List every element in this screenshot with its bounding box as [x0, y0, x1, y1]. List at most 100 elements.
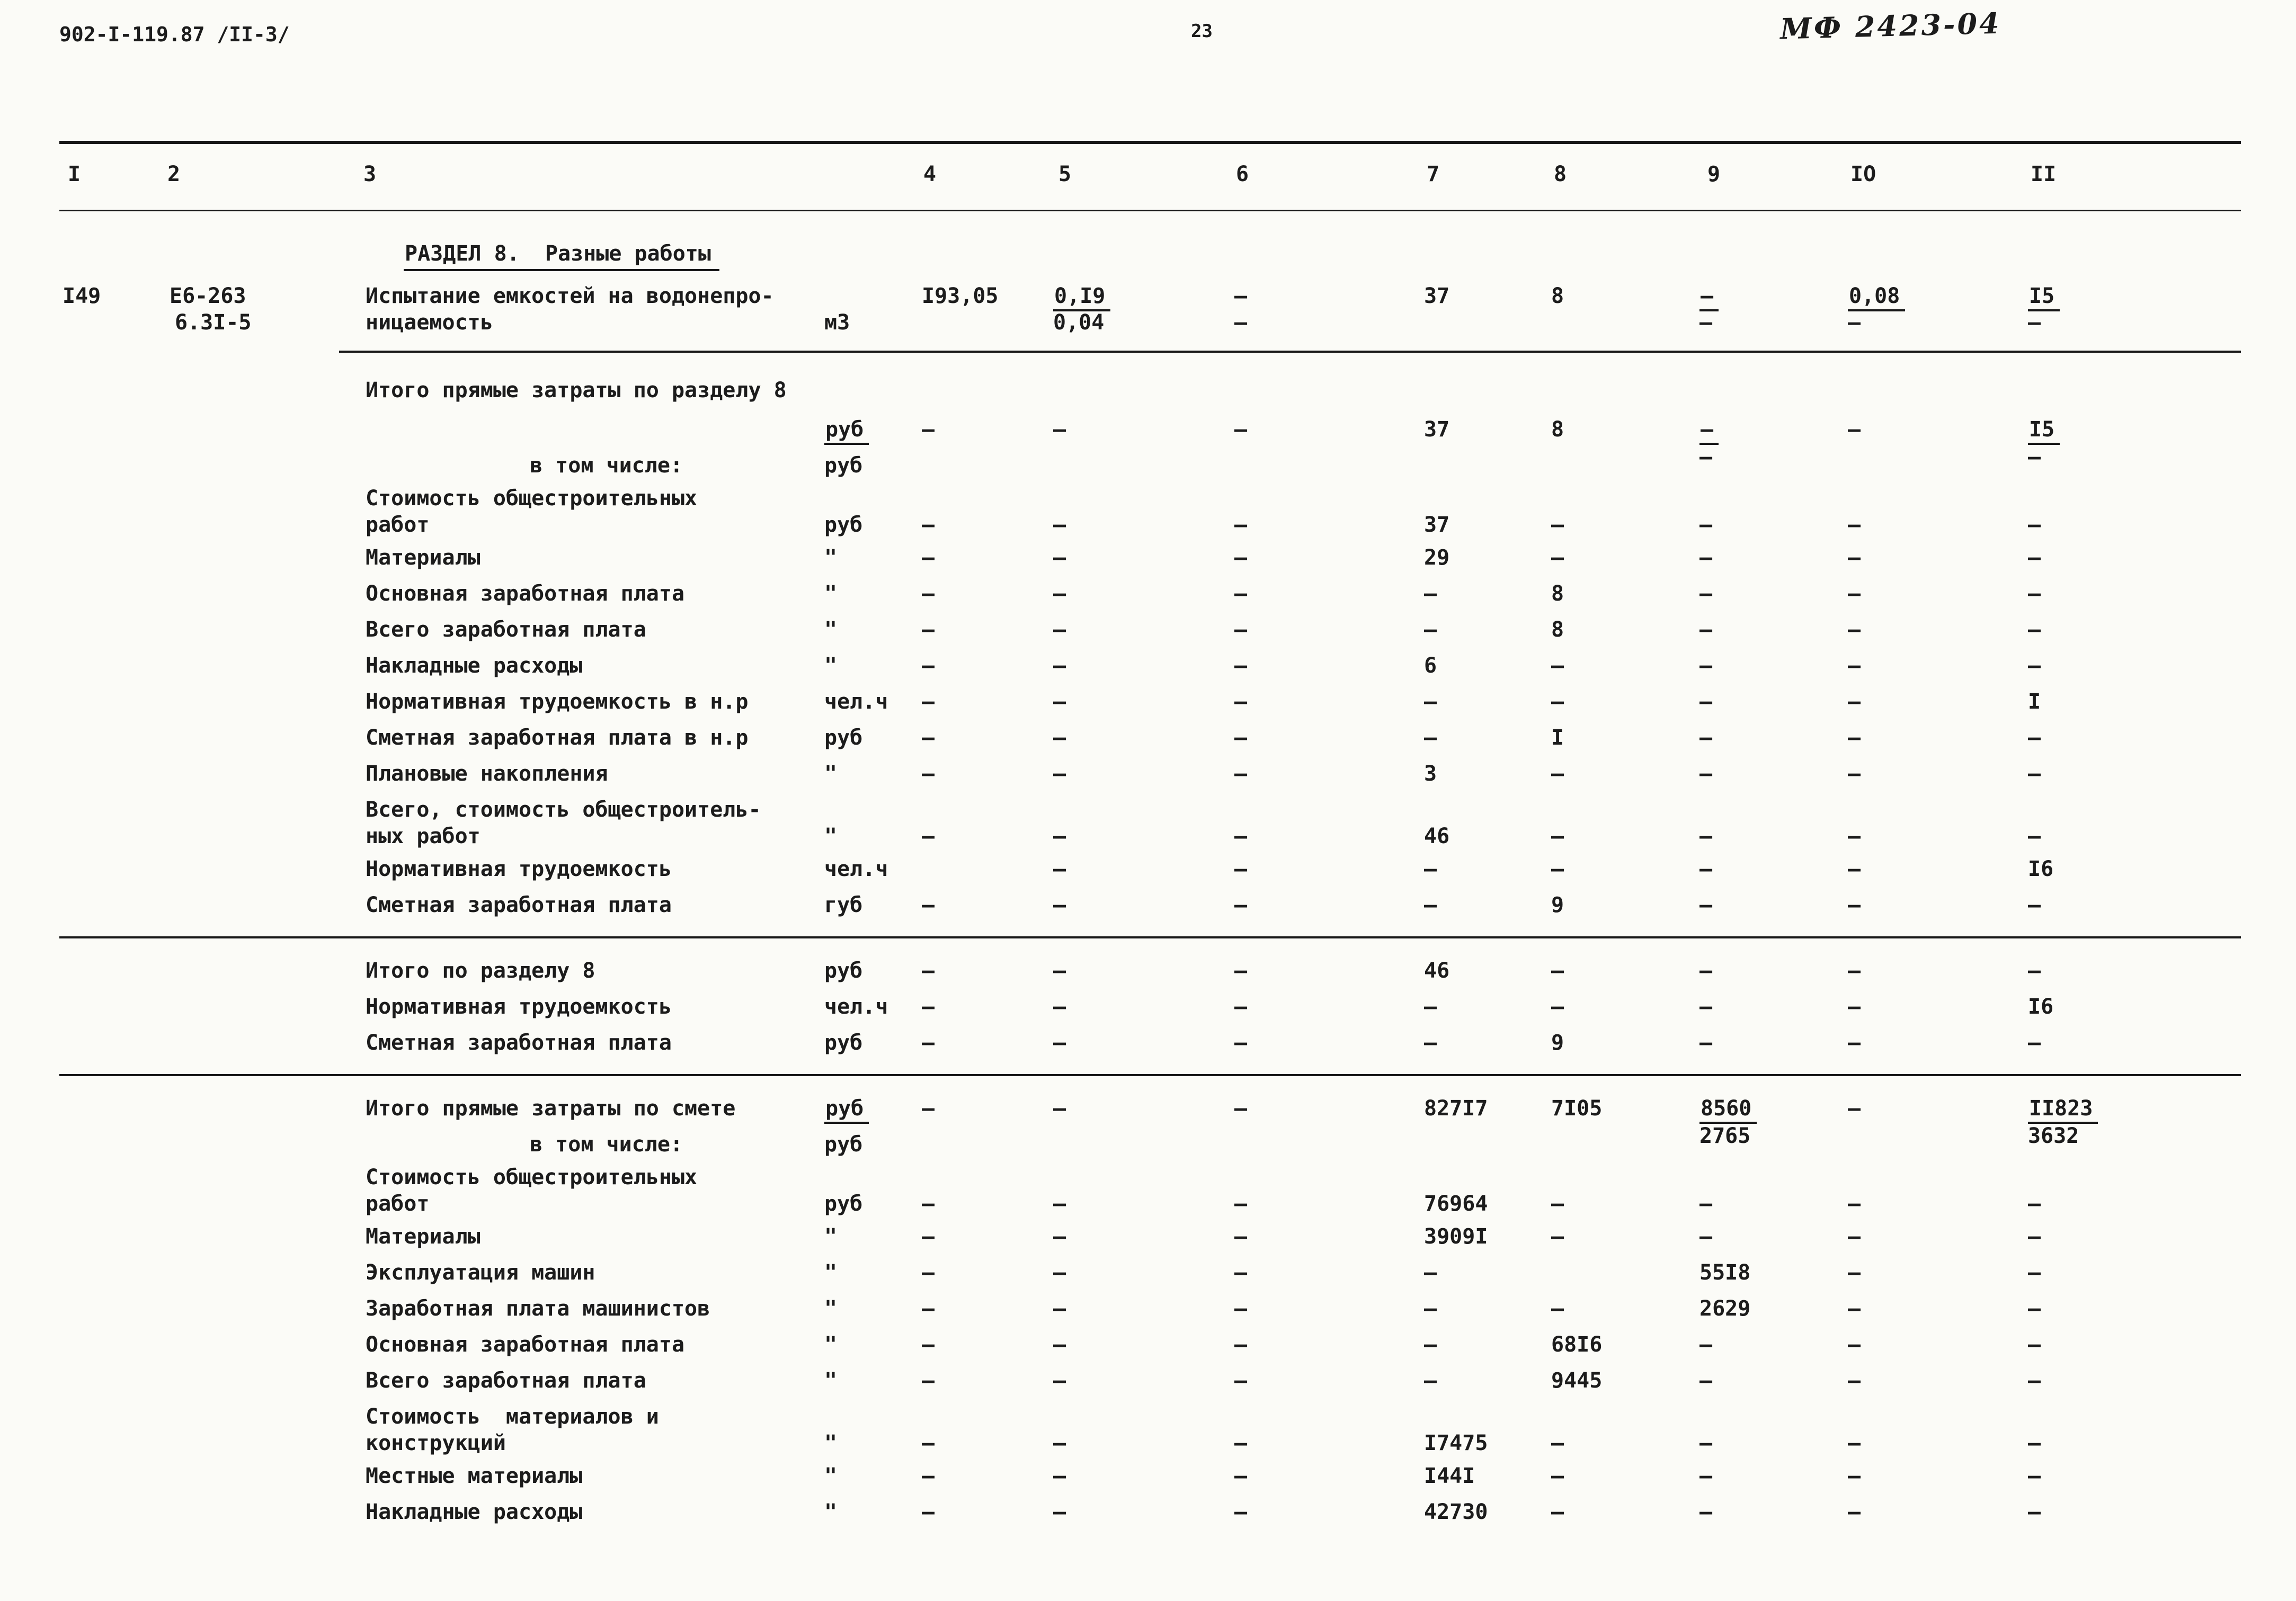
- table-row: I49 Е6-263 6.3I-5 Испытание емкостей на вод…: [0, 284, 2296, 343]
- row-label: в том числе:: [530, 1132, 683, 1157]
- cell-c6: —: [1234, 1500, 1248, 1524]
- cell-c7: —: [1424, 618, 1437, 642]
- cell-c7: —: [1424, 995, 1437, 1019]
- row-label: Нормативная трудоемкость: [366, 995, 672, 1019]
- cell-c9: —: [1699, 284, 1719, 311]
- cell-c10: —: [1848, 1192, 1861, 1216]
- cell-c9: —: [1699, 618, 1713, 642]
- row-unit: руб: [824, 1192, 863, 1216]
- row-unit: руб: [824, 1096, 869, 1124]
- cell-c7: 42730: [1424, 1500, 1488, 1524]
- cell-c7: I7475: [1424, 1431, 1488, 1455]
- cell-c5-line2: 0,04: [1053, 310, 1105, 335]
- cell-c5: —: [1053, 1369, 1066, 1393]
- cell-c10: —: [1848, 654, 1861, 678]
- cell-c8: 8: [1551, 284, 1564, 308]
- cell-c4: —: [922, 1500, 935, 1524]
- table-row: Стоимость общестроительных работ руб — — — 37 —…: [0, 486, 2296, 545]
- cell-c7: 37: [1424, 513, 1450, 537]
- horizontal-rule: [59, 1074, 2241, 1076]
- table-row: Сметная заработная плата губ — — — — 9 — — —: [0, 893, 2296, 929]
- cell-c8: —: [1551, 857, 1564, 881]
- cell-c4: —: [922, 1431, 935, 1455]
- cell-c6: —: [1234, 618, 1248, 642]
- cell-c8: I: [1551, 726, 1564, 750]
- cell-c5: —: [1053, 618, 1066, 642]
- cell-c9: 55I8: [1699, 1260, 1751, 1285]
- table-row: Материалы " — — — 29 — — — —: [0, 545, 2296, 582]
- cell-c4: —: [922, 513, 935, 537]
- row-label: Итого прямые затраты по разделу 8: [366, 378, 787, 403]
- cell-c8: —: [1551, 1464, 1564, 1488]
- row-unit: ": [824, 654, 838, 678]
- cell-c5: —: [1053, 726, 1066, 750]
- cell-c6: —: [1234, 762, 1248, 786]
- cell-c8: —: [1551, 1296, 1564, 1321]
- cell-c10: —: [1848, 857, 1861, 881]
- column-number: 3: [363, 162, 377, 186]
- cell-c6: —: [1234, 513, 1248, 537]
- cell-c8: —: [1551, 824, 1564, 848]
- cell-c6: —: [1234, 1192, 1248, 1216]
- table-row: Итого по разделу 8 руб — — — 46 — — — —: [0, 959, 2296, 995]
- row-unit: ": [824, 582, 838, 606]
- cell-c4: —: [922, 1296, 935, 1321]
- cell-c7: —: [1424, 1296, 1437, 1321]
- cell-c8: 8: [1551, 618, 1564, 642]
- row-unit: ": [824, 545, 838, 570]
- row-label: Итого прямые затраты по смете: [366, 1096, 736, 1121]
- cell-c5: —: [1053, 824, 1066, 848]
- row-unit: руб: [824, 513, 863, 537]
- cell-c4: —: [922, 995, 935, 1019]
- cell-c7: 3: [1424, 762, 1437, 786]
- cell-c6: —: [1234, 690, 1248, 714]
- cell-c10: —: [1848, 762, 1861, 786]
- cell-c8: —: [1551, 1500, 1564, 1524]
- table-row: Местные материалы " — — — I44I — — — —: [0, 1464, 2296, 1500]
- row-label: Сметная заработная плата: [366, 893, 672, 917]
- table-row: Сметная заработная плата в н.р руб — — — — I — —…: [0, 726, 2296, 762]
- row-label: Всего, стоимость общестроитель-: [366, 798, 761, 822]
- cell-c4: —: [922, 762, 935, 786]
- cell-c6: —: [1234, 995, 1248, 1019]
- cell-c10: —: [1848, 1096, 1861, 1121]
- cell-c5: —: [1053, 857, 1066, 881]
- cell-c4: —: [922, 726, 935, 750]
- row-unit: м3: [824, 310, 850, 335]
- cell-c4: —: [922, 1031, 935, 1055]
- cell-c4: —: [922, 690, 935, 714]
- horizontal-rule: [59, 936, 2241, 938]
- column-number: 4: [923, 162, 937, 186]
- cell-c9: —: [1699, 582, 1713, 606]
- cell-c7: —: [1424, 893, 1437, 917]
- row-unit: ": [824, 1296, 838, 1321]
- cell-c5: —: [1053, 995, 1066, 1019]
- cell-c11-line2: —: [2028, 445, 2041, 469]
- cell-c6: —: [1234, 284, 1248, 308]
- cell-c11: —: [2028, 726, 2041, 750]
- cell-c8: —: [1551, 1224, 1564, 1249]
- cell-c11: —: [2028, 1192, 2041, 1216]
- row-unit: ": [824, 1500, 838, 1524]
- cell-c8: 8: [1551, 582, 1564, 606]
- cell-c9: —: [1699, 726, 1713, 750]
- row-label: Основная заработная плата: [366, 582, 685, 606]
- page-number: 23: [1191, 21, 1213, 42]
- cell-c7: —: [1424, 1031, 1437, 1055]
- cell-c10: —: [1848, 1431, 1861, 1455]
- table-row: Плановые накопления " — — — 3 — — — —: [0, 762, 2296, 798]
- table-body: РАЗДЕЛ 8. Разные работы I49 Е6-263 6.3I-5 И…: [0, 228, 2296, 1536]
- column-number: IO: [1850, 162, 1876, 186]
- cell-c7: 3909I: [1424, 1224, 1488, 1249]
- row-label: Основная заработная плата: [366, 1332, 685, 1357]
- column-number: I: [68, 162, 81, 186]
- cell-c5: —: [1053, 1192, 1066, 1216]
- table-row: Нормативная трудоемкость чел.ч — — — — — — — I6: [0, 995, 2296, 1031]
- cell-c6: —: [1234, 654, 1248, 678]
- column-number: 8: [1554, 162, 1567, 186]
- row-label: Всего заработная плата: [366, 1369, 646, 1393]
- row-label-line2: работ: [366, 1192, 430, 1216]
- row-unit: чел.ч: [824, 690, 888, 714]
- row-label: Местные материалы: [366, 1464, 583, 1488]
- cell-c4: —: [922, 417, 935, 442]
